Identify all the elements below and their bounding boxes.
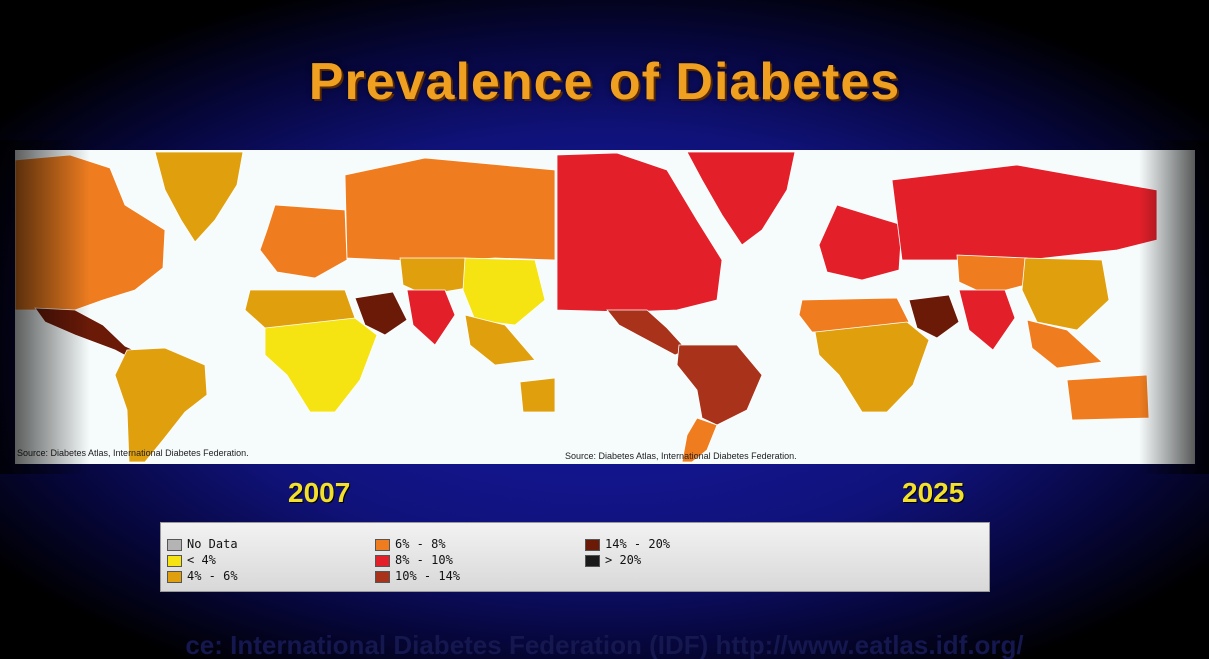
map-2007-source: Source: Diabetes Atlas, International Di… [17,448,249,458]
region-china-mongolia [462,257,546,326]
world-map-2007 [15,150,555,464]
region-china-mongolia [1021,257,1110,331]
legend-label: < 4% [187,553,216,567]
region-south-america [114,347,208,463]
legend: No Data < 4% 4% - 6% 6% - 8% 8% - 10% 10… [160,522,990,592]
legend-item: 4% - 6% [167,569,238,583]
region-south-asia [406,289,456,346]
region-southeast-asia [1026,319,1103,369]
region-north-america [557,152,723,313]
legend-label: 8% - 10% [395,553,453,567]
region-middle-east [354,291,408,336]
legend-item: 10% - 14% [375,569,460,583]
legend-swatch [167,554,182,567]
region-europe [259,204,348,279]
legend-swatch [585,554,600,567]
legend-swatch [375,570,390,583]
region-sub-saharan-africa [814,321,930,413]
world-map-2025 [557,150,1195,464]
region-australia [1066,374,1150,421]
map-2025 [557,150,1195,464]
legend-item: 8% - 10% [375,553,453,567]
region-southeast-asia [464,314,536,366]
legend-item: < 4% [167,553,216,567]
legend-swatch [585,538,600,551]
legend-label: No Data [187,537,238,551]
region-russia [891,164,1158,261]
legend-swatch [167,538,182,551]
region-sub-saharan-africa [264,317,378,413]
legend-label: 6% - 8% [395,537,446,551]
region-greenland [154,151,244,243]
region-greenland [686,151,796,246]
region-southern-cone [681,417,718,463]
legend-swatch [375,538,390,551]
region-middle-east [908,294,960,339]
region-russia [344,157,555,263]
legend-label: 4% - 6% [187,569,238,583]
region-central-asia [956,254,1028,296]
legend-item: No Data [167,537,238,551]
slide-title: Prevalence of Diabetes [308,53,901,111]
map-2025-source: Source: Diabetes Atlas, International Di… [565,451,797,461]
map-2007 [15,150,555,464]
map-strip: Source: Diabetes Atlas, International Di… [15,150,1195,464]
legend-item: 14% - 20% [585,537,670,551]
legend-swatch [375,554,390,567]
legend-label: 14% - 20% [605,537,671,551]
legend-label: > 20% [605,553,642,567]
footer-source-text: ce: International Diabetes Federation (I… [185,630,1024,659]
legend-item: > 20% [585,553,641,567]
legend-label: 10% - 14% [395,569,461,583]
legend-item: 6% - 8% [375,537,446,551]
year-label-2025: 2025 [902,477,965,508]
region-australia [519,377,555,413]
year-label-2007: 2007 [288,477,351,508]
region-south-asia [958,289,1016,351]
legend-swatch [167,570,182,583]
